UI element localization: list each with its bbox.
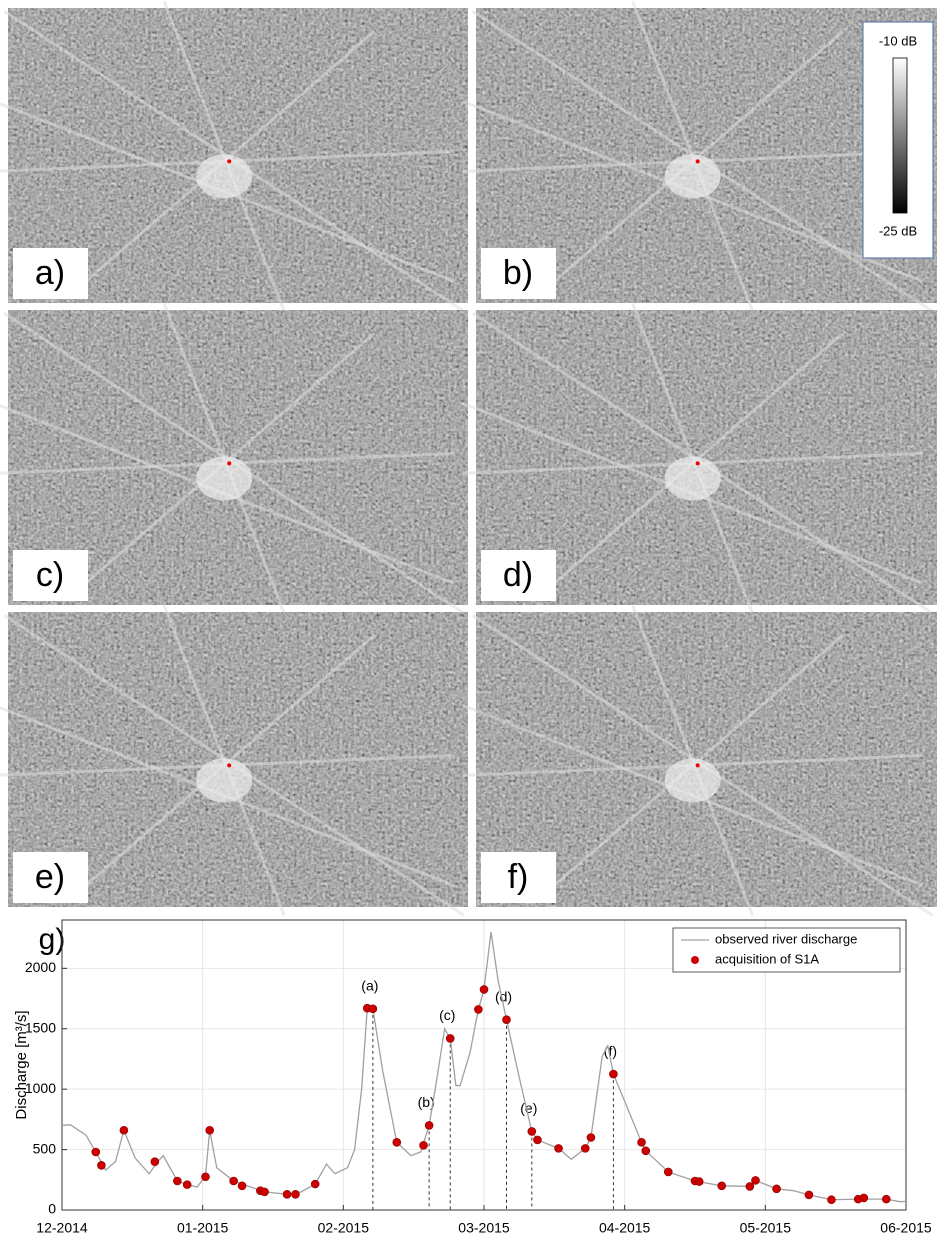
annotation-label: (b) bbox=[418, 1094, 435, 1110]
acquisition-point bbox=[641, 1146, 651, 1156]
gauge-point bbox=[695, 461, 700, 466]
acquisition-point bbox=[445, 1034, 455, 1043]
x-tick-label: 05-2015 bbox=[740, 1220, 792, 1236]
acquisition-point bbox=[804, 1190, 814, 1200]
x-tick-label: 01-2015 bbox=[177, 1220, 229, 1236]
gauge-point bbox=[227, 461, 232, 466]
acquisition-point bbox=[392, 1138, 402, 1147]
acquisition-point bbox=[424, 1121, 434, 1130]
annotation-label: (c) bbox=[439, 1007, 455, 1023]
panel-label-box bbox=[481, 248, 556, 299]
acquisition-point bbox=[474, 1005, 483, 1014]
acquisition-point bbox=[97, 1160, 106, 1170]
legend-box bbox=[672, 927, 901, 973]
colorbar bbox=[892, 57, 908, 214]
sar-image: b) bbox=[462, 0, 937, 313]
annotation-label: (d) bbox=[495, 988, 512, 1004]
acquisition-point bbox=[310, 1179, 320, 1189]
town bbox=[196, 456, 253, 501]
acquisition-point bbox=[479, 985, 489, 994]
acquisition-point bbox=[368, 1004, 378, 1014]
gauge-point bbox=[695, 159, 700, 164]
town bbox=[664, 154, 721, 199]
acquisition-point bbox=[859, 1193, 869, 1203]
gauge-point bbox=[695, 763, 700, 768]
acquisition-point bbox=[205, 1125, 214, 1135]
panel-label-box bbox=[481, 550, 556, 601]
acquisition-point bbox=[827, 1195, 836, 1205]
colorbar-bottom-label: -25 dB bbox=[879, 223, 917, 238]
acquisition-point bbox=[229, 1176, 238, 1186]
acquisition-point bbox=[527, 1127, 537, 1136]
town bbox=[664, 456, 721, 501]
acquisition-point bbox=[663, 1167, 673, 1177]
panel-label: e) bbox=[35, 858, 65, 896]
panel-label: d) bbox=[503, 556, 533, 594]
acquisition-point bbox=[502, 1015, 511, 1024]
acquisition-point bbox=[586, 1133, 596, 1142]
acquisition-point bbox=[745, 1182, 755, 1191]
acquisition-point bbox=[173, 1176, 182, 1186]
y-tick-label: 500 bbox=[33, 1140, 57, 1156]
acquisition-point bbox=[772, 1184, 781, 1194]
colorbar-top-label: -10 dB bbox=[879, 33, 917, 48]
gauge-point bbox=[227, 763, 232, 768]
x-tick-label: 03-2015 bbox=[458, 1220, 510, 1236]
acquisition-point bbox=[119, 1125, 129, 1135]
x-tick-label: 12-2014 bbox=[36, 1220, 88, 1236]
x-tick-label: 04-2015 bbox=[599, 1220, 651, 1236]
acquisition-point bbox=[554, 1144, 563, 1153]
panel-label: c) bbox=[36, 556, 64, 594]
acquisition-point bbox=[182, 1180, 192, 1189]
y-tick-label: 1500 bbox=[25, 1019, 56, 1035]
panel-label: g) bbox=[39, 923, 66, 956]
acquisition-point bbox=[91, 1147, 101, 1157]
acquisition-point bbox=[282, 1189, 292, 1199]
sar-image: d) bbox=[462, 302, 937, 615]
panel-label-box bbox=[481, 852, 556, 903]
x-tick-label: 02-2015 bbox=[318, 1220, 370, 1236]
acquisition-point bbox=[291, 1189, 300, 1199]
acquisition-point bbox=[609, 1069, 618, 1079]
plot-frame bbox=[61, 919, 907, 1211]
acquisition-point bbox=[150, 1157, 160, 1166]
acquisition-point bbox=[580, 1144, 590, 1153]
town bbox=[664, 758, 721, 803]
annotation-label: (e) bbox=[520, 1100, 537, 1116]
acquisition-point bbox=[637, 1138, 646, 1147]
panel-label: a) bbox=[35, 254, 65, 292]
acquisition-point bbox=[419, 1141, 428, 1150]
acquisition-point bbox=[201, 1172, 210, 1182]
y-tick-label: 2000 bbox=[25, 959, 56, 975]
sar-image: e) bbox=[0, 604, 468, 917]
y-tick-label: 0 bbox=[48, 1201, 56, 1217]
panel-label-box bbox=[13, 248, 88, 299]
acquisition-point bbox=[751, 1176, 760, 1185]
gauge-point bbox=[227, 159, 232, 164]
sar-image: f) bbox=[462, 604, 937, 917]
panel-label-box bbox=[13, 852, 88, 903]
legend-marker bbox=[691, 956, 699, 964]
acquisition-point bbox=[260, 1187, 269, 1197]
panel-label: f) bbox=[508, 858, 529, 896]
legend-label: acquisition of S1A bbox=[715, 951, 819, 966]
town bbox=[196, 154, 253, 199]
acquisition-point bbox=[882, 1194, 891, 1204]
panel-label-box bbox=[13, 550, 88, 601]
y-tick-label: 1000 bbox=[25, 1080, 56, 1096]
acquisition-point bbox=[694, 1177, 704, 1186]
panel-label: b) bbox=[503, 254, 533, 292]
sar-image: c) bbox=[0, 302, 468, 615]
sar-image: a) bbox=[0, 0, 468, 313]
town bbox=[196, 758, 253, 803]
annotation-label: (a) bbox=[361, 978, 378, 994]
x-tick-label: 06-2015 bbox=[880, 1220, 932, 1236]
y-axis-label: Discharge [m³/s] bbox=[13, 1010, 30, 1119]
legend-label: observed river discharge bbox=[715, 931, 857, 946]
acquisition-point bbox=[237, 1181, 247, 1191]
acquisition-point bbox=[717, 1181, 727, 1191]
acquisition-point bbox=[533, 1135, 542, 1145]
